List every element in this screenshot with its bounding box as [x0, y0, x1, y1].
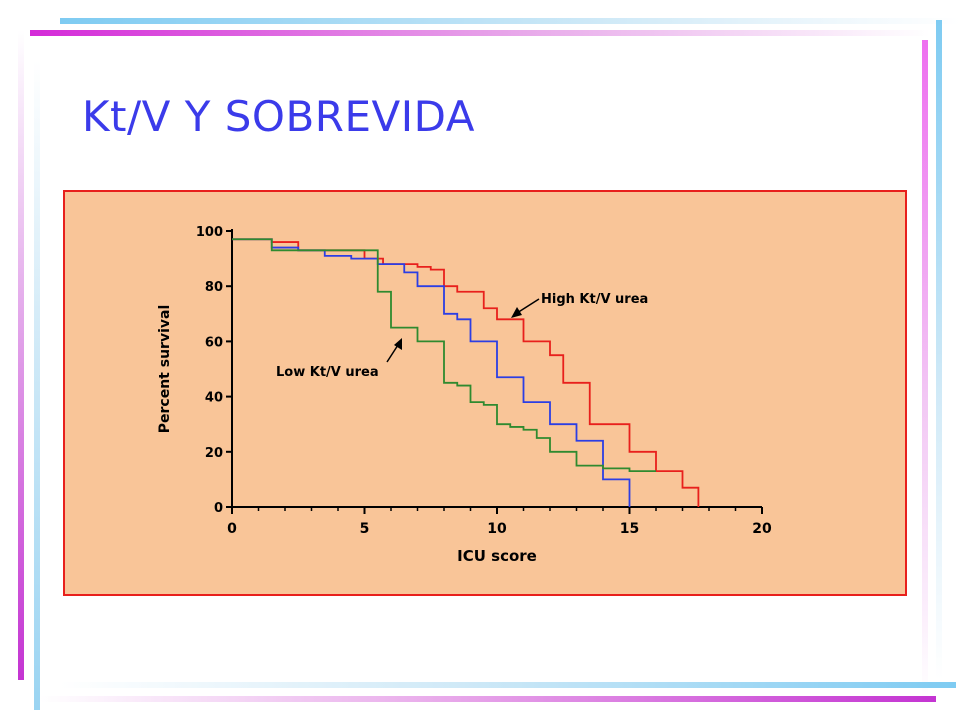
chart-labels: ICU score Percent survival High Kt/V urea L…	[157, 292, 648, 565]
chart-panel: 0 20 40 60 80 100 0 5 10 15 20 ICU score Percent su…	[63, 190, 907, 596]
annotation-high-arrow-line	[516, 298, 540, 314]
decor-left-outer-bar	[18, 30, 24, 680]
annotation-low-arrow-line	[386, 344, 399, 363]
series-line-1	[232, 238, 631, 507]
y-tick-label: 100	[196, 225, 223, 240]
x-tick-label: 15	[620, 521, 639, 537]
annotation-low-arrowhead	[394, 338, 402, 350]
x-tick-label: 20	[752, 521, 772, 537]
decor-right-outer-bar	[936, 20, 942, 680]
decor-left-inner-bar	[34, 60, 40, 710]
y-tick-label: 60	[205, 335, 223, 350]
decor-right-inner-bar	[922, 40, 928, 700]
chart-plot	[232, 238, 700, 507]
x-axis-title: ICU score	[457, 547, 537, 565]
y-tick-label: 40	[205, 391, 223, 406]
decor-bottom-outer-bar	[60, 682, 956, 688]
x-tick-label: 5	[360, 521, 370, 537]
y-tick-label: 20	[205, 446, 223, 461]
annotation-high-arrowhead	[511, 307, 522, 318]
decor-top-outer-bar	[60, 18, 960, 24]
slide-title: Kt/V Y SOBREVIDA	[82, 92, 475, 141]
survival-chart: 0 20 40 60 80 100 0 5 10 15 20 ICU score Percent su…	[157, 225, 772, 565]
y-axis-title: Percent survival	[157, 305, 173, 434]
y-tick-label: 0	[214, 501, 223, 516]
x-tick-label: 10	[487, 521, 507, 537]
series-line-2	[232, 238, 656, 473]
annotation-high-ktv: High Kt/V urea	[541, 292, 648, 307]
y-tick-label: 80	[205, 280, 223, 295]
x-tick-label: 0	[227, 521, 237, 537]
chart-axes: 0 20 40 60 80 100 0 5 10 15 20	[196, 225, 772, 537]
decor-top-inner-bar	[30, 30, 930, 36]
decor-bottom-inner-bar	[40, 696, 936, 702]
annotation-low-ktv: Low Kt/V urea	[276, 365, 379, 380]
